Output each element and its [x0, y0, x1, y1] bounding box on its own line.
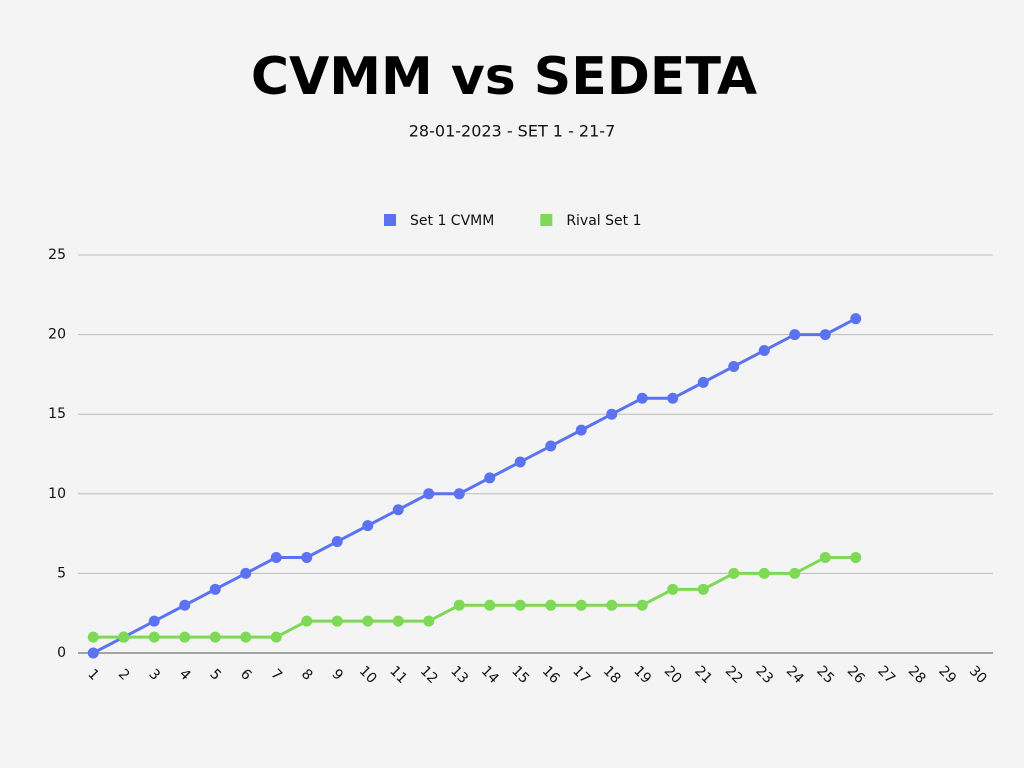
y-tick-label: 15 — [48, 406, 66, 422]
data-point — [148, 631, 160, 643]
y-tick-label: 5 — [57, 565, 66, 581]
data-point — [575, 424, 587, 436]
y-tick-label: 25 — [48, 247, 66, 263]
data-point — [453, 488, 465, 500]
data-point — [514, 456, 526, 468]
data-point — [850, 551, 862, 563]
data-point — [423, 488, 435, 500]
data-point — [118, 631, 130, 643]
data-point — [667, 583, 679, 595]
data-point — [484, 599, 496, 611]
data-point — [87, 631, 99, 643]
legend-swatch — [540, 214, 553, 226]
data-point — [606, 599, 618, 611]
y-tick-label: 20 — [48, 327, 66, 343]
chart-title: CVMM vs SEDETA — [251, 47, 757, 107]
legend-label: Rival Set 1 — [566, 213, 641, 229]
data-point — [331, 615, 343, 627]
data-point — [148, 615, 160, 627]
y-tick-label: 0 — [57, 645, 66, 661]
data-point — [209, 583, 221, 595]
series-line — [92, 317, 857, 655]
data-point — [728, 360, 740, 372]
data-point — [179, 599, 191, 611]
data-point — [392, 615, 404, 627]
data-point — [240, 567, 252, 579]
data-point — [850, 313, 862, 325]
data-point — [514, 599, 526, 611]
data-point — [362, 520, 374, 532]
data-point — [87, 647, 99, 659]
data-point — [575, 599, 587, 611]
data-point — [301, 615, 313, 627]
data-point — [758, 567, 770, 579]
data-point — [362, 615, 374, 627]
data-point — [331, 536, 343, 548]
data-point — [789, 329, 801, 341]
data-point — [636, 392, 648, 404]
chart-subtitle: 28-01-2023 - SET 1 - 21-7 — [409, 122, 616, 141]
data-point — [606, 408, 618, 420]
data-point — [179, 631, 191, 643]
data-point — [545, 599, 557, 611]
data-point — [697, 376, 709, 388]
data-point — [240, 631, 252, 643]
data-point — [270, 551, 282, 563]
data-point — [270, 631, 282, 643]
data-point — [453, 599, 465, 611]
data-point — [728, 567, 740, 579]
data-point — [819, 329, 831, 341]
legend-label: Set 1 CVMM — [410, 213, 494, 229]
data-point — [697, 583, 709, 595]
data-point — [484, 472, 496, 484]
data-point — [392, 504, 404, 516]
data-point — [423, 615, 435, 627]
y-tick-label: 10 — [48, 486, 66, 502]
legend-swatch — [384, 214, 396, 226]
data-point — [667, 392, 679, 404]
data-point — [819, 551, 831, 563]
data-point — [545, 440, 557, 452]
data-point — [789, 567, 801, 579]
data-point — [301, 551, 313, 563]
data-point — [636, 599, 648, 611]
data-point — [758, 345, 770, 357]
data-point — [209, 631, 221, 643]
